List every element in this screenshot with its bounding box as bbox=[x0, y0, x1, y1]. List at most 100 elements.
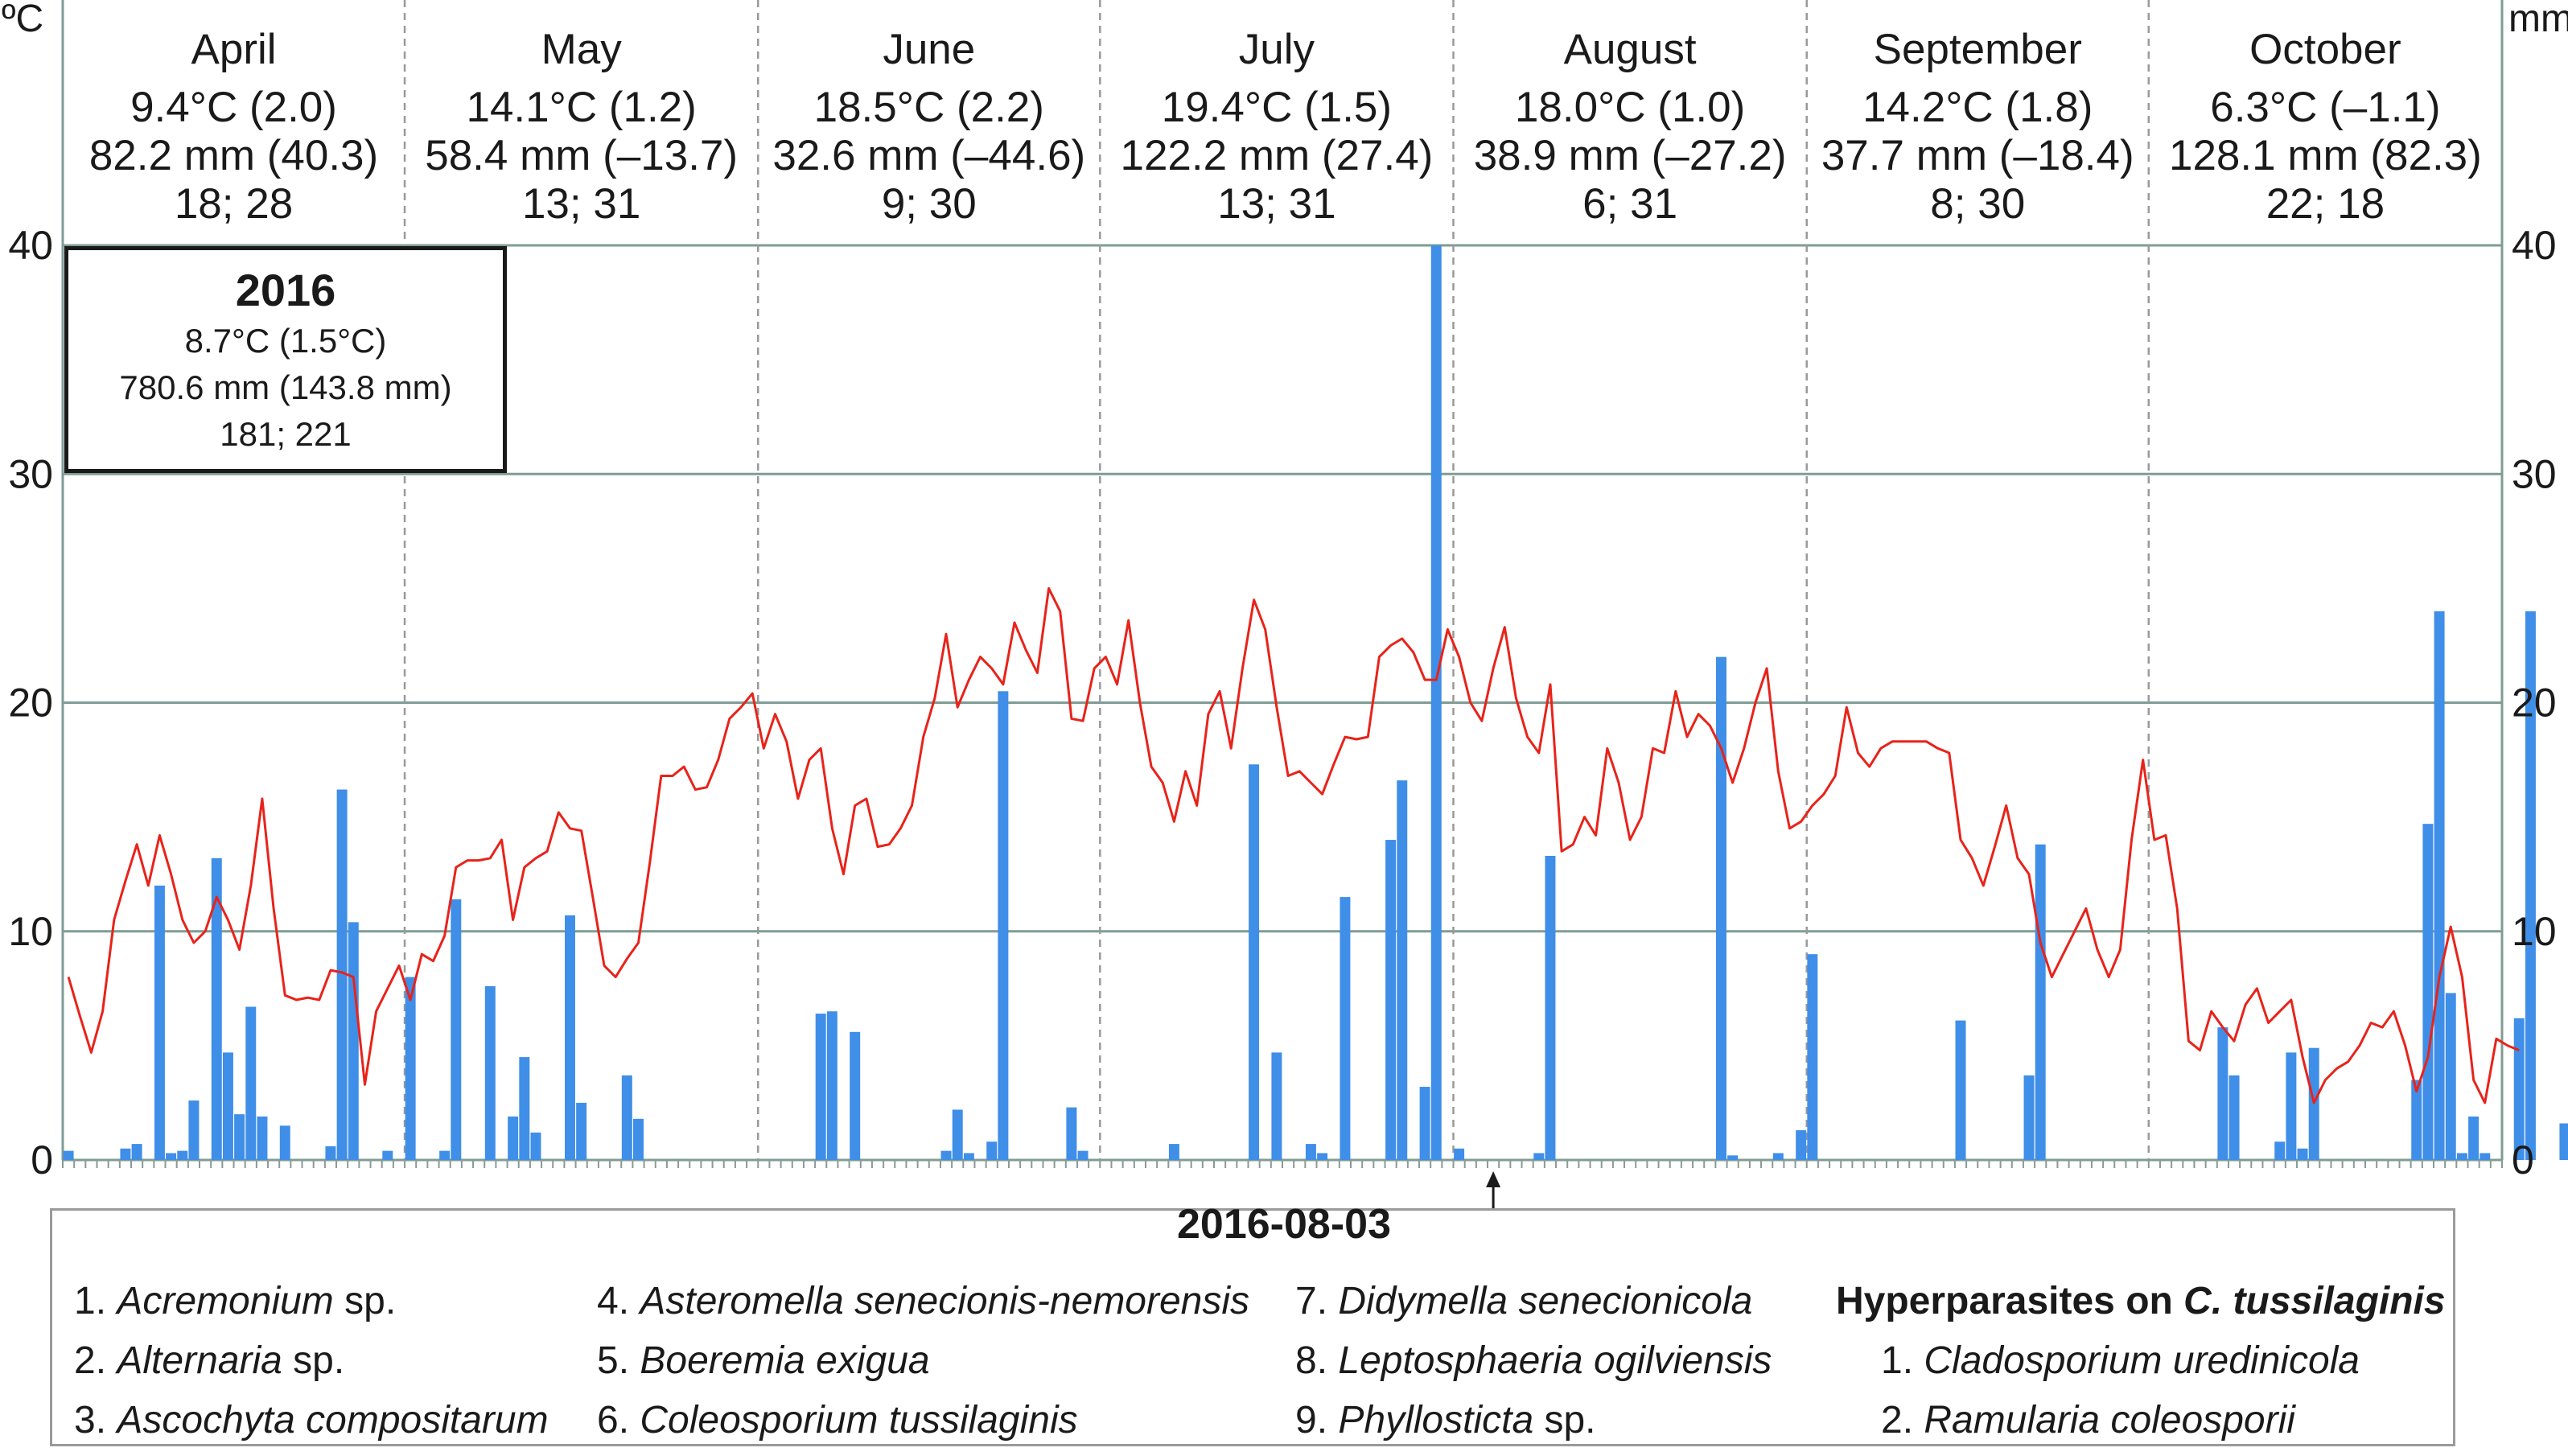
y-tick-label-left: 40 bbox=[8, 223, 53, 268]
month-header-september: September 14.2°C (1.8) 37.7 mm (–18.4) 8; 3… bbox=[1809, 26, 2146, 228]
precip-bar bbox=[2297, 1148, 2308, 1160]
precip-bar bbox=[508, 1116, 519, 1160]
month-precipitation: 37.7 mm (–18.4) bbox=[1821, 132, 2134, 179]
y-tick-label-right: 20 bbox=[2512, 681, 2557, 726]
annual-summary-box: 2016 8.7°C (1.5°C) 780.6 mm (143.8 mm) 1… bbox=[64, 246, 507, 473]
legend-fungus-7: 7. Didymella senecionicola bbox=[1295, 1280, 1753, 1322]
month-header-july: July 19.4°C (1.5) 122.2 mm (27.4) 13; 31 bbox=[1108, 26, 1446, 228]
precip-bar bbox=[2274, 1141, 2286, 1160]
month-name: August bbox=[1563, 26, 1697, 73]
y-tick-label-right: 40 bbox=[2512, 223, 2557, 268]
month-name: October bbox=[2249, 26, 2401, 73]
month-temperature: 9.4°C (2.0) bbox=[130, 84, 337, 131]
precip-bar bbox=[2286, 1052, 2297, 1160]
precip-bar bbox=[222, 1052, 233, 1160]
precip-bar bbox=[1533, 1153, 1545, 1160]
month-header-april: April 9.4°C (2.0) 82.2 mm (40.3) 18; 28 bbox=[65, 26, 403, 228]
precip-bar bbox=[2456, 1153, 2467, 1160]
summary-counts: 181; 221 bbox=[220, 415, 352, 453]
precip-bar bbox=[2434, 611, 2445, 1160]
precip-bar bbox=[1545, 855, 1556, 1160]
month-header-august: August 18.0°C (1.0) 38.9 mm (–27.2) 6; 31 bbox=[1461, 26, 1799, 228]
summary-precipitation: 780.6 mm (143.8 mm) bbox=[119, 368, 452, 406]
precip-bar bbox=[1249, 764, 1260, 1160]
month-name: July bbox=[1238, 26, 1315, 73]
month-name: September bbox=[1873, 26, 2082, 73]
date-marker-arrow bbox=[1486, 1171, 1501, 1211]
precip-bar bbox=[279, 1125, 290, 1160]
legend-fungus-1: 1. Acremonium sp. bbox=[74, 1280, 397, 1322]
precip-bar bbox=[211, 858, 222, 1160]
precip-bar bbox=[1454, 1148, 1465, 1160]
precip-bar bbox=[177, 1150, 188, 1160]
precip-bar bbox=[188, 1100, 200, 1160]
precip-bar bbox=[1317, 1153, 1328, 1160]
legend-hyperparasite-1: 1. Cladosporium uredinicola bbox=[1881, 1339, 2360, 1382]
marker-arrowhead bbox=[1486, 1171, 1501, 1187]
precip-bar bbox=[963, 1153, 974, 1160]
precip-bar bbox=[166, 1153, 177, 1160]
precip-bar bbox=[850, 1031, 861, 1160]
precip-bar bbox=[1727, 1155, 1739, 1160]
y-tick-label-left: 0 bbox=[31, 1137, 53, 1182]
month-precipitation: 58.4 mm (–13.7) bbox=[425, 132, 739, 179]
month-counts: 9; 30 bbox=[881, 180, 977, 228]
precip-bar bbox=[1397, 780, 1408, 1160]
month-precipitation: 38.9 mm (–27.2) bbox=[1473, 132, 1787, 179]
day-ticks bbox=[62, 1160, 2503, 1168]
legend-fungus-3: 3. Ascochyta compositarum bbox=[74, 1399, 549, 1442]
month-counts: 6; 31 bbox=[1582, 180, 1678, 228]
precip-bar bbox=[131, 1144, 142, 1160]
precip-bar bbox=[325, 1145, 336, 1160]
precip-bar bbox=[382, 1150, 393, 1160]
precip-bar bbox=[1168, 1144, 1179, 1160]
left-axis-unit: ºC bbox=[2, 0, 44, 40]
temperature-line bbox=[67, 586, 2520, 1104]
precip-bar bbox=[1807, 954, 1818, 1160]
precip-bar bbox=[633, 1118, 644, 1160]
precip-bar bbox=[1772, 1153, 1784, 1160]
precip-bar bbox=[63, 1150, 74, 1160]
precip-bar bbox=[2422, 824, 2434, 1160]
precip-bar bbox=[348, 922, 359, 1160]
month-name: June bbox=[883, 26, 976, 73]
precip-bar bbox=[2228, 1075, 2240, 1160]
legend-fungus-2: 2. Alternaria sp. bbox=[74, 1339, 345, 1382]
precip-bar bbox=[234, 1114, 245, 1160]
precip-bar bbox=[986, 1141, 998, 1160]
month-name: April bbox=[191, 26, 277, 73]
month-header-may: May 14.1°C (1.2) 58.4 mm (–13.7) 13; 31 bbox=[413, 26, 751, 228]
precip-bar bbox=[405, 977, 416, 1160]
summary-temperature: 8.7°C (1.5°C) bbox=[184, 322, 387, 360]
month-temperature: 19.4°C (1.5) bbox=[1161, 84, 1393, 131]
marker-date-label: 2016-08-03 bbox=[1177, 1201, 1391, 1248]
month-header-june: June 18.5°C (2.2) 32.6 mm (–44.6) 9; 30 bbox=[760, 26, 1098, 228]
precip-bar bbox=[154, 885, 165, 1160]
precip-bar bbox=[2445, 993, 2456, 1160]
precip-bar bbox=[1796, 1130, 1807, 1160]
right-y-tick-labels: 0 10 20 30 40 bbox=[2512, 223, 2557, 1182]
precip-bar bbox=[2480, 1153, 2491, 1160]
precip-bar bbox=[952, 1109, 963, 1160]
month-precipitation: 128.1 mm (82.3) bbox=[2168, 132, 2482, 179]
precip-bar bbox=[257, 1116, 268, 1160]
legend-hyperparasite-2: 2. Ramularia coleosporii bbox=[1881, 1399, 2295, 1442]
y-tick-label-left: 10 bbox=[8, 909, 53, 954]
legend-fungus-6: 6. Coleosporium tussilaginis bbox=[597, 1399, 1078, 1442]
precip-bar bbox=[2217, 1027, 2228, 1160]
precip-bar bbox=[1271, 1052, 1282, 1160]
precip-bar bbox=[530, 1132, 541, 1160]
hyperparasites-heading: Hyperparasites on C. tussilaginis bbox=[1836, 1280, 2446, 1322]
precip-bar bbox=[815, 1014, 826, 1160]
month-counts: 8; 30 bbox=[1930, 180, 2026, 228]
precip-bar bbox=[1715, 656, 1726, 1160]
precip-bar bbox=[1385, 840, 1397, 1160]
precip-bar bbox=[336, 789, 348, 1160]
y-tick-label-right: 0 bbox=[2512, 1137, 2534, 1182]
precip-bar bbox=[451, 899, 462, 1160]
legend-fungus-8: 8. Leptosphaeria ogilviensis bbox=[1295, 1339, 1772, 1382]
month-temperature: 14.1°C (1.2) bbox=[466, 84, 697, 131]
precip-bar bbox=[1340, 897, 1351, 1160]
month-counts: 22; 18 bbox=[2266, 180, 2385, 228]
species-legend bbox=[50, 1208, 2455, 1446]
